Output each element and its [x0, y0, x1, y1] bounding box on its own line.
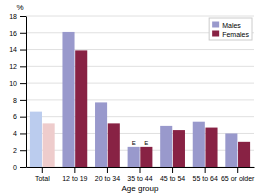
grid-line [26, 16, 254, 17]
legend-item: Males [212, 22, 241, 29]
y-axis-title: % [16, 3, 23, 12]
x-tick: Total [35, 167, 50, 182]
annotation: E [132, 140, 136, 146]
x-tick-mark [107, 167, 108, 173]
bar [205, 128, 217, 167]
grid [26, 16, 254, 167]
x-tick: 55 to 64 [192, 167, 217, 182]
x-tick: 20 to 34 [95, 167, 120, 182]
x-axis: Total 12 to 19 20 to 34 35 to 44 45 to 54 55 … [27, 167, 256, 182]
y-tick-label: 8 [13, 97, 17, 104]
y-tick: 10 [9, 80, 26, 87]
legend-label: Males [222, 22, 241, 29]
grid-line [26, 83, 254, 84]
x-tick-label: 65 or older [221, 175, 255, 182]
y-tick-mark [20, 133, 26, 134]
legend-frame [209, 18, 252, 40]
y-tick: 14 [9, 46, 26, 53]
bar [160, 126, 172, 167]
y-tick: 4 [13, 130, 26, 137]
y-tick-label: 6 [13, 113, 17, 120]
grid-line [26, 66, 254, 67]
y-tick-label: 16 [9, 30, 17, 37]
bar [193, 122, 205, 167]
grid-line [26, 150, 254, 151]
y-tick: 12 [9, 63, 26, 70]
x-tick-mark [140, 167, 141, 173]
legend: Males Females [209, 18, 252, 40]
y-tick: 8 [13, 97, 26, 104]
x-tick: 12 to 19 [62, 167, 87, 182]
legend-swatch [212, 31, 219, 37]
bar [238, 142, 250, 167]
x-tick: 65 or older [221, 167, 255, 182]
legend-label: Females [222, 31, 249, 38]
grid-line [26, 116, 254, 117]
bars [30, 32, 250, 167]
bar-series [30, 32, 238, 167]
y-tick-mark [20, 117, 26, 118]
y-tick-label: 18 [9, 13, 17, 20]
x-tick-label: Total [35, 175, 50, 182]
y-tick: 18 [9, 13, 26, 20]
y-tick-mark [20, 16, 26, 17]
x-tick-mark [237, 167, 238, 173]
chart: 0 2 4 6 8 10 12 14 16 18 Total 12 to 19 20 to 34 35 t… [0, 0, 260, 194]
bar-series [43, 50, 251, 167]
legend-item: Females [212, 31, 249, 38]
x-tick-label: 45 to 54 [160, 175, 185, 182]
bar [128, 147, 140, 167]
bar [30, 112, 42, 167]
annotations: EE [132, 140, 149, 146]
y-tick-label: 0 [13, 164, 17, 171]
y-tick-mark [20, 66, 26, 67]
bar [75, 50, 87, 167]
x-axis-title: Age group [122, 184, 159, 193]
y-tick-label: 2 [13, 147, 17, 154]
y-tick-label: 4 [13, 130, 17, 137]
y-tick-mark [20, 100, 26, 101]
bar [43, 123, 55, 167]
x-tick-label: 20 to 34 [95, 175, 120, 182]
grid-line [26, 49, 254, 50]
x-tick: 35 to 44 [127, 167, 152, 182]
y-tick-mark [20, 150, 26, 151]
y-tick-mark [20, 33, 26, 34]
y-tick-label: 12 [9, 63, 17, 70]
annotation: E [144, 140, 148, 146]
plot: 0 2 4 6 8 10 12 14 16 18 Total 12 to 19 20 to 34 35 t… [9, 13, 255, 182]
bar [225, 133, 237, 167]
x-tick: 45 to 54 [160, 167, 185, 182]
bar [62, 32, 74, 167]
x-tick-mark [205, 167, 206, 173]
y-tick-label: 10 [9, 80, 17, 87]
y-tick-mark [20, 83, 26, 84]
x-tick-mark [74, 167, 75, 173]
y-tick-mark [20, 50, 26, 51]
y-tick-label: 14 [9, 46, 17, 53]
bar [140, 147, 152, 167]
grid-line [26, 99, 254, 100]
bar [173, 130, 185, 167]
y-tick-mark [20, 167, 26, 168]
y-axis: 0 2 4 6 8 10 12 14 16 18 [9, 13, 26, 171]
y-tick: 2 [13, 147, 26, 154]
legend-swatch [212, 22, 219, 28]
x-tick-label: 12 to 19 [62, 175, 87, 182]
bar [108, 123, 120, 167]
x-tick-mark [42, 167, 43, 173]
y-tick: 16 [9, 30, 26, 37]
bar [95, 102, 107, 167]
y-tick: 0 [13, 164, 26, 171]
y-tick: 6 [13, 113, 26, 120]
y-axis-line [26, 17, 27, 168]
x-tick-label: 55 to 64 [192, 175, 217, 182]
x-tick-label: 35 to 44 [127, 175, 152, 182]
background [0, 0, 260, 194]
grid-line [26, 133, 254, 134]
x-tick-mark [172, 167, 173, 173]
